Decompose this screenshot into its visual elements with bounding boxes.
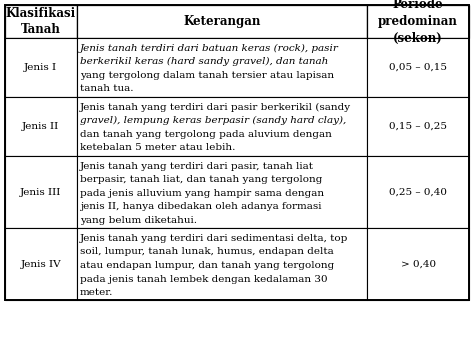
Text: Jenis IV: Jenis IV (20, 260, 61, 269)
Text: 0,15 – 0,25: 0,15 – 0,25 (389, 122, 447, 131)
Text: Periode
predominan
(sekon): Periode predominan (sekon) (378, 0, 458, 44)
Bar (367, 97, 469, 156)
Text: berpasir, tanah liat, dan tanah yang tergolong: berpasir, tanah liat, dan tanah yang ter… (80, 175, 322, 184)
Text: atau endapan lumpur, dan tanah yang tergolong: atau endapan lumpur, dan tanah yang terg… (80, 261, 334, 270)
Text: 0,25 – 0,40: 0,25 – 0,40 (389, 188, 447, 196)
Text: Jenis I: Jenis I (24, 63, 57, 72)
Bar (5, 97, 77, 156)
Bar (77, 228, 367, 300)
Bar (5, 156, 77, 228)
Bar (77, 5, 367, 38)
Text: meter.: meter. (80, 288, 113, 297)
Text: ketebalan 5 meter atau lebih.: ketebalan 5 meter atau lebih. (80, 143, 236, 152)
Bar (77, 38, 367, 97)
Bar (367, 38, 469, 97)
Text: berkerikil keras (hard sandy gravel), dan tanah: berkerikil keras (hard sandy gravel), da… (80, 57, 328, 66)
Text: Keterangan: Keterangan (183, 15, 261, 28)
Text: 0,05 – 0,15: 0,05 – 0,15 (389, 63, 447, 72)
Bar (5, 5, 469, 300)
Bar (367, 228, 469, 300)
Text: gravel), lempung keras berpasir (sandy hard clay),: gravel), lempung keras berpasir (sandy h… (80, 116, 346, 125)
Text: Jenis tanah yang terdiri dari pasir berkerikil (sandy: Jenis tanah yang terdiri dari pasir berk… (80, 102, 351, 112)
Text: Jenis tanah terdiri dari batuan keras (rock), pasir: Jenis tanah terdiri dari batuan keras (r… (80, 43, 339, 52)
Text: Jenis II: Jenis II (22, 122, 59, 131)
Text: pada jenis alluvium yang hampir sama dengan: pada jenis alluvium yang hampir sama den… (80, 189, 324, 198)
Text: dan tanah yang tergolong pada aluvium dengan: dan tanah yang tergolong pada aluvium de… (80, 130, 332, 139)
Text: tanah tua.: tanah tua. (80, 84, 134, 93)
Text: yang belum diketahui.: yang belum diketahui. (80, 216, 197, 225)
Bar (77, 156, 367, 228)
Text: pada jenis tanah lembek dengan kedalaman 30: pada jenis tanah lembek dengan kedalaman… (80, 275, 328, 283)
Text: Jenis tanah yang terdiri dari pasir, tanah liat: Jenis tanah yang terdiri dari pasir, tan… (80, 162, 314, 171)
Text: Jenis III: Jenis III (20, 188, 62, 196)
Text: Klasifikasi
Tanah: Klasifikasi Tanah (6, 7, 76, 36)
Bar (5, 228, 77, 300)
Text: soil, lumpur, tanah lunak, humus, endapan delta: soil, lumpur, tanah lunak, humus, endapa… (80, 247, 334, 256)
Bar (5, 5, 77, 38)
Bar (367, 5, 469, 38)
Text: yang tergolong dalam tanah tersier atau lapisan: yang tergolong dalam tanah tersier atau … (80, 70, 334, 80)
Text: > 0,40: > 0,40 (401, 260, 436, 269)
Bar (5, 38, 77, 97)
Text: jenis II, hanya dibedakan oleh adanya formasi: jenis II, hanya dibedakan oleh adanya fo… (80, 202, 321, 211)
Bar (77, 97, 367, 156)
Text: Jenis tanah yang terdiri dari sedimentasi delta, top: Jenis tanah yang terdiri dari sedimentas… (80, 234, 348, 243)
Bar (367, 156, 469, 228)
